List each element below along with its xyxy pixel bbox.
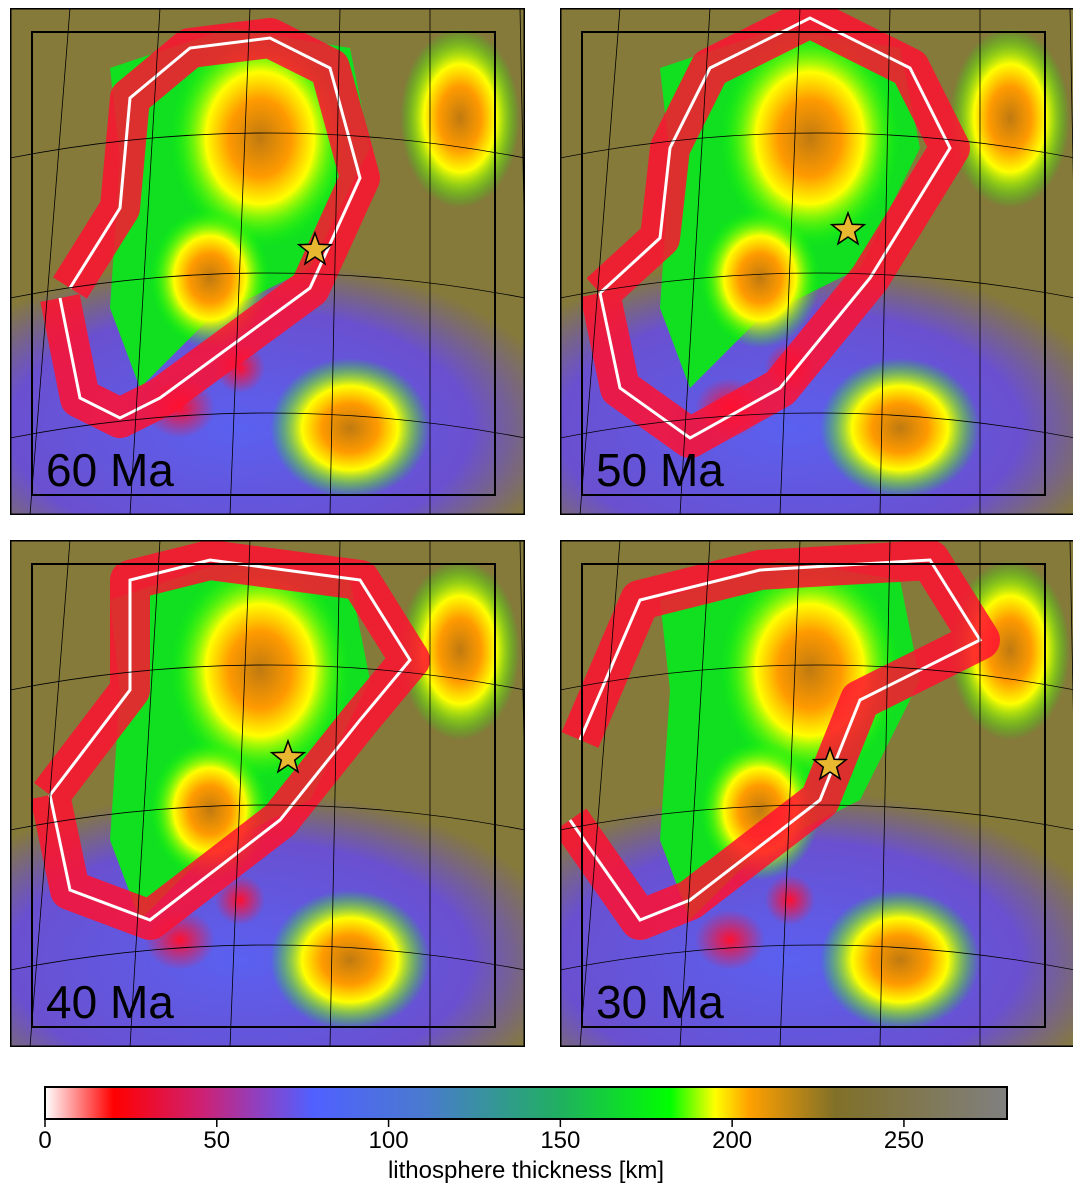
thin-patch [765,875,815,925]
thick-lithosphere [270,358,430,498]
panel-label: 30 Ma [596,976,724,1028]
thin-patch [765,343,815,393]
tick-label: 50 [203,1127,230,1154]
thin-patch [215,875,265,925]
map-panel: 30 Ma [460,540,1073,1130]
thick-lithosphere [950,28,1070,208]
thick-lithosphere [270,890,430,1030]
thick-lithosphere [700,208,820,348]
thin-patch [145,910,215,970]
panel-label: 50 Ma [596,444,724,496]
panel-label: 60 Ma [46,444,174,496]
thick-lithosphere [400,28,520,208]
map-panel: 50 Ma [460,8,1073,598]
tick-label: 200 [712,1127,752,1154]
tick-label: 150 [540,1127,580,1154]
colorbar-label: lithosphere thickness [km] [388,1157,664,1184]
thin-patch [695,910,765,970]
colorbar [45,1087,1007,1119]
figure: lithosphere thickness [km] 60 Ma 50 Ma 40 … [0,0,1073,1197]
thick-lithosphere [820,890,980,1030]
thin-patch [145,378,215,438]
panel-label: 40 Ma [46,976,174,1028]
map-panel: 40 Ma [0,540,570,1130]
thick-lithosphere [820,358,980,498]
tick-label: 100 [369,1127,409,1154]
tick-label: 0 [38,1127,51,1154]
tick-label: 250 [884,1127,924,1154]
map-panel: 60 Ma [0,8,570,598]
